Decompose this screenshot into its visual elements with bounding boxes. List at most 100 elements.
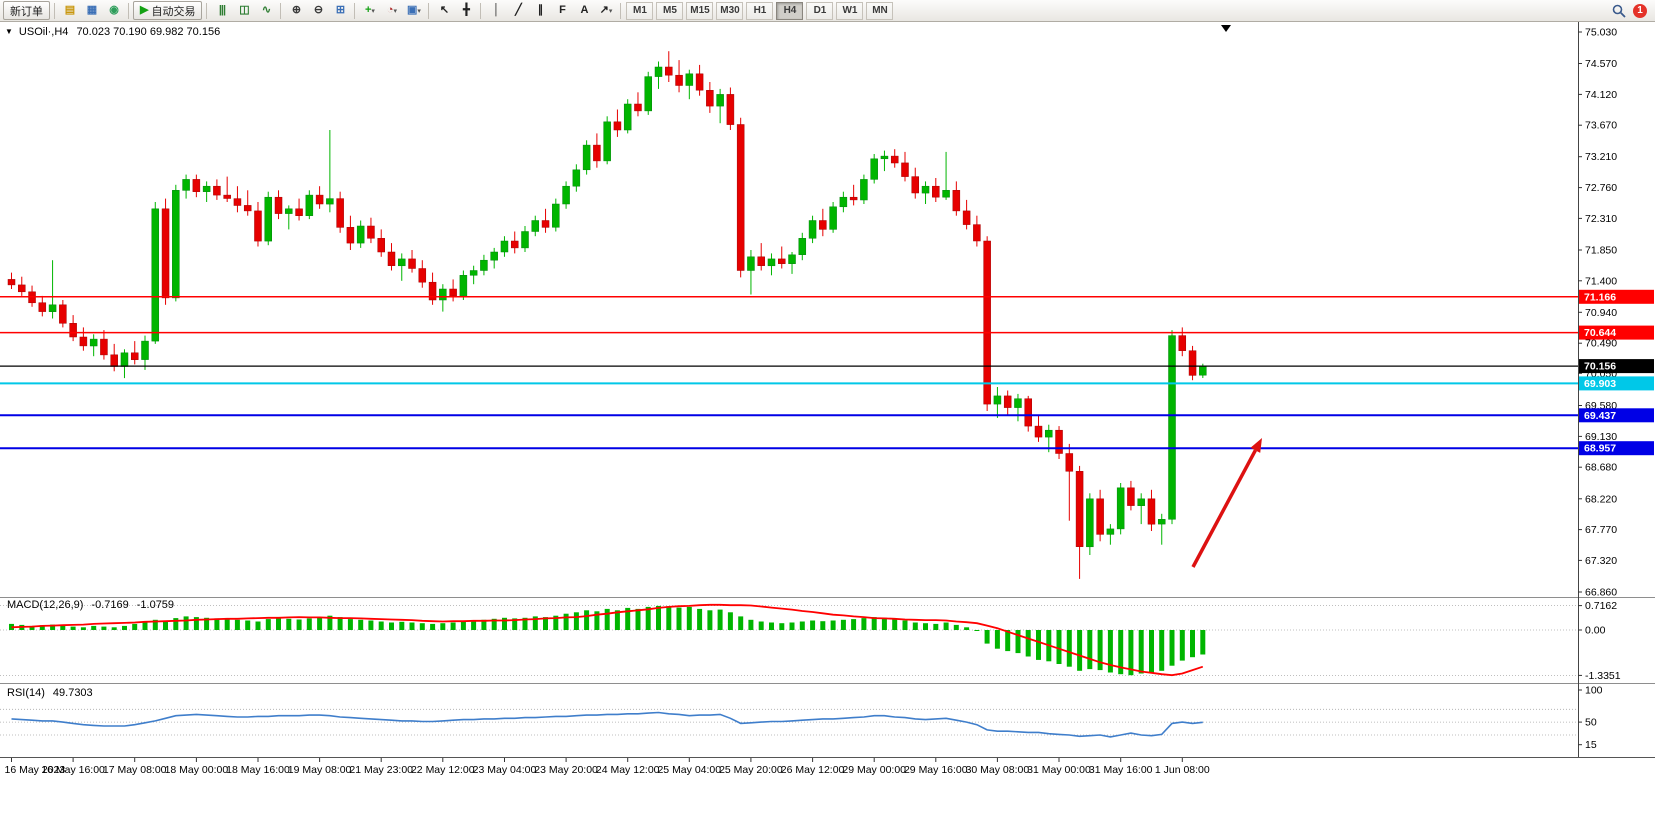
candlestick-chart-icon: ◫ (239, 4, 249, 16)
timeframe-d1-button[interactable]: D1 (806, 1, 834, 20)
candlestick-chart-button[interactable]: ◫ (233, 2, 254, 20)
svg-text:25 May 20:00: 25 May 20:00 (719, 764, 783, 776)
dropdown-caret-icon: ▾ (608, 7, 613, 15)
svg-text:72.310: 72.310 (1585, 213, 1617, 225)
svg-text:16 May 2023: 16 May 2023 (5, 764, 66, 776)
zoom-out-icon: ⊖ (313, 4, 323, 16)
toolbar-separator (206, 2, 208, 19)
svg-text:23 May 04:00: 23 May 04:00 (473, 764, 537, 776)
svg-text:74.120: 74.120 (1585, 89, 1617, 101)
data-window-button[interactable]: ▦ (81, 2, 102, 20)
collapse-indicator-icon[interactable]: ▼ (5, 27, 13, 36)
cursor-button[interactable]: ↖ (433, 2, 454, 20)
add-indicator-button[interactable]: + ▾ (359, 2, 380, 20)
timeframe-mn-button[interactable]: MN (866, 1, 894, 20)
svg-text:23 May 20:00: 23 May 20:00 (534, 764, 598, 776)
timeframe-w1-button[interactable]: W1 (836, 1, 864, 20)
timeframe-m30-button[interactable]: M30 (716, 1, 744, 20)
autotrading-icon: ▶ (140, 4, 149, 16)
trendline-button[interactable]: ╱ (507, 2, 528, 20)
svg-text:68.680: 68.680 (1585, 462, 1617, 474)
svg-text:100: 100 (1585, 685, 1603, 697)
svg-text:17 May 08:00: 17 May 08:00 (103, 764, 167, 776)
toolbar-separator (54, 2, 55, 19)
svg-text:22 May 12:00: 22 May 12:00 (411, 764, 475, 776)
timeframe-m1-button[interactable]: M1 (626, 1, 654, 20)
channel-icon: ∥ (537, 4, 543, 16)
timeframe-m15-button[interactable]: M15 (686, 1, 714, 20)
search-button[interactable] (1608, 2, 1629, 20)
chart-area: 75.030 74.570 74.120 73.670 73.210 72.760 72.3… (0, 22, 1655, 827)
zoom-in-button[interactable]: ⊕ (285, 2, 306, 20)
navigator-button[interactable]: ◉ (103, 2, 124, 20)
macd-title: MACD(12,26,9) (7, 599, 84, 611)
svg-text:72.760: 72.760 (1585, 182, 1617, 194)
svg-text:67.770: 67.770 (1585, 524, 1617, 536)
market-watch-icon: ▤ (64, 4, 75, 16)
candles (7, 51, 1207, 579)
svg-text:69.903: 69.903 (1584, 378, 1616, 390)
svg-text:50: 50 (1585, 717, 1597, 729)
arrows-icon: ↗ (599, 4, 609, 16)
rsi-panel: 100 50 15 (0, 685, 1603, 751)
macd-signal-value: -1.0759 (136, 599, 175, 611)
navigator-icon: ◉ (109, 4, 119, 16)
notification-badge[interactable]: 1 (1633, 3, 1647, 18)
text-button[interactable]: A (573, 2, 594, 20)
vertical-line-button[interactable]: │ (485, 2, 506, 20)
tile-windows-button[interactable]: ⊞ (329, 2, 350, 20)
svg-text:-1.3351: -1.3351 (1585, 670, 1621, 682)
svg-text:15: 15 (1585, 739, 1597, 751)
chart-shift-marker-icon[interactable] (1221, 25, 1231, 32)
macd-panel: 0.7162 0.00 -1.3351 (0, 600, 1621, 682)
svg-text:18 May 00:00: 18 May 00:00 (165, 764, 229, 776)
zoom-out-button[interactable]: ⊖ (307, 2, 328, 20)
arrows-button[interactable]: ↗ ▾ (595, 2, 616, 20)
rsi-value: 49.7303 (52, 687, 93, 699)
timeframe-h4-button[interactable]: H4 (776, 1, 804, 20)
crosshair-button[interactable]: ╋ (455, 2, 476, 20)
dropdown-caret-icon: ▾ (371, 7, 375, 15)
svg-text:71.400: 71.400 (1585, 275, 1617, 287)
toolbar-separator (480, 2, 482, 19)
dropdown-caret-icon: ▾ (393, 7, 398, 15)
toolbar-separator (354, 2, 356, 19)
bar-chart-button[interactable]: ||| (211, 2, 232, 20)
fibonacci-button[interactable]: F (551, 2, 572, 20)
templates-icon: ▣ (407, 4, 417, 16)
svg-text:29 May 00:00: 29 May 00:00 (842, 764, 906, 776)
svg-text:30 May 08:00: 30 May 08:00 (966, 764, 1030, 776)
toolbar-separator (128, 2, 129, 19)
chart-canvas[interactable]: 75.030 74.570 74.120 73.670 73.210 72.760 72.3… (0, 22, 1655, 785)
price-tag-69.903: 69.903 (1579, 376, 1654, 391)
svg-text:18 May 16:00: 18 May 16:00 (226, 764, 290, 776)
autotrading-button[interactable]: ▶ 自动交易 (133, 1, 203, 20)
period-clock-icon: ◔ (386, 4, 394, 16)
bar-chart-icon: ||| (218, 4, 226, 16)
zoom-in-icon: ⊕ (291, 4, 301, 16)
svg-text:71.166: 71.166 (1584, 291, 1616, 303)
svg-text:67.320: 67.320 (1585, 555, 1617, 567)
svg-text:68.957: 68.957 (1584, 443, 1616, 455)
svg-text:70.490: 70.490 (1585, 338, 1617, 350)
new-order-button[interactable]: 新订单 (3, 1, 50, 20)
svg-text:68.220: 68.220 (1585, 493, 1617, 505)
price-tag-70.156: 70.156 (1579, 359, 1654, 374)
price-tag-71.166: 71.166 (1579, 289, 1654, 304)
timeframe-h1-button[interactable]: H1 (746, 1, 774, 20)
svg-text:73.210: 73.210 (1585, 151, 1617, 163)
line-chart-icon: ∿ (261, 4, 271, 16)
svg-text:29 May 16:00: 29 May 16:00 (904, 764, 968, 776)
period-clock-button[interactable]: ◔ ▾ (381, 2, 402, 20)
svg-text:75.030: 75.030 (1585, 27, 1617, 39)
templates-button[interactable]: ▣ ▾ (403, 2, 424, 20)
line-chart-button[interactable]: ∿ (255, 2, 276, 20)
market-watch-button[interactable]: ▤ (59, 2, 80, 20)
svg-text:0.00: 0.00 (1585, 625, 1606, 637)
timeframe-m5-button[interactable]: M5 (656, 1, 684, 20)
channel-button[interactable]: ∥ (529, 2, 550, 20)
svg-text:70.940: 70.940 (1585, 307, 1617, 319)
trend-arrow[interactable] (1191, 449, 1257, 568)
svg-text:66.860: 66.860 (1585, 587, 1617, 599)
